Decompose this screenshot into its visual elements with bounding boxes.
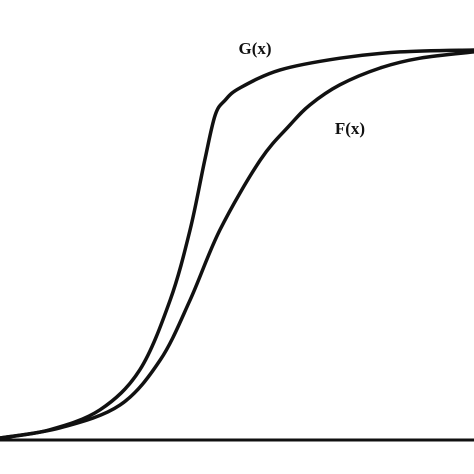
curve bbox=[0, 48, 474, 440]
curve bbox=[0, 50, 474, 440]
curve-label: G(x) bbox=[238, 39, 271, 58]
curve-label: F(x) bbox=[335, 119, 365, 138]
